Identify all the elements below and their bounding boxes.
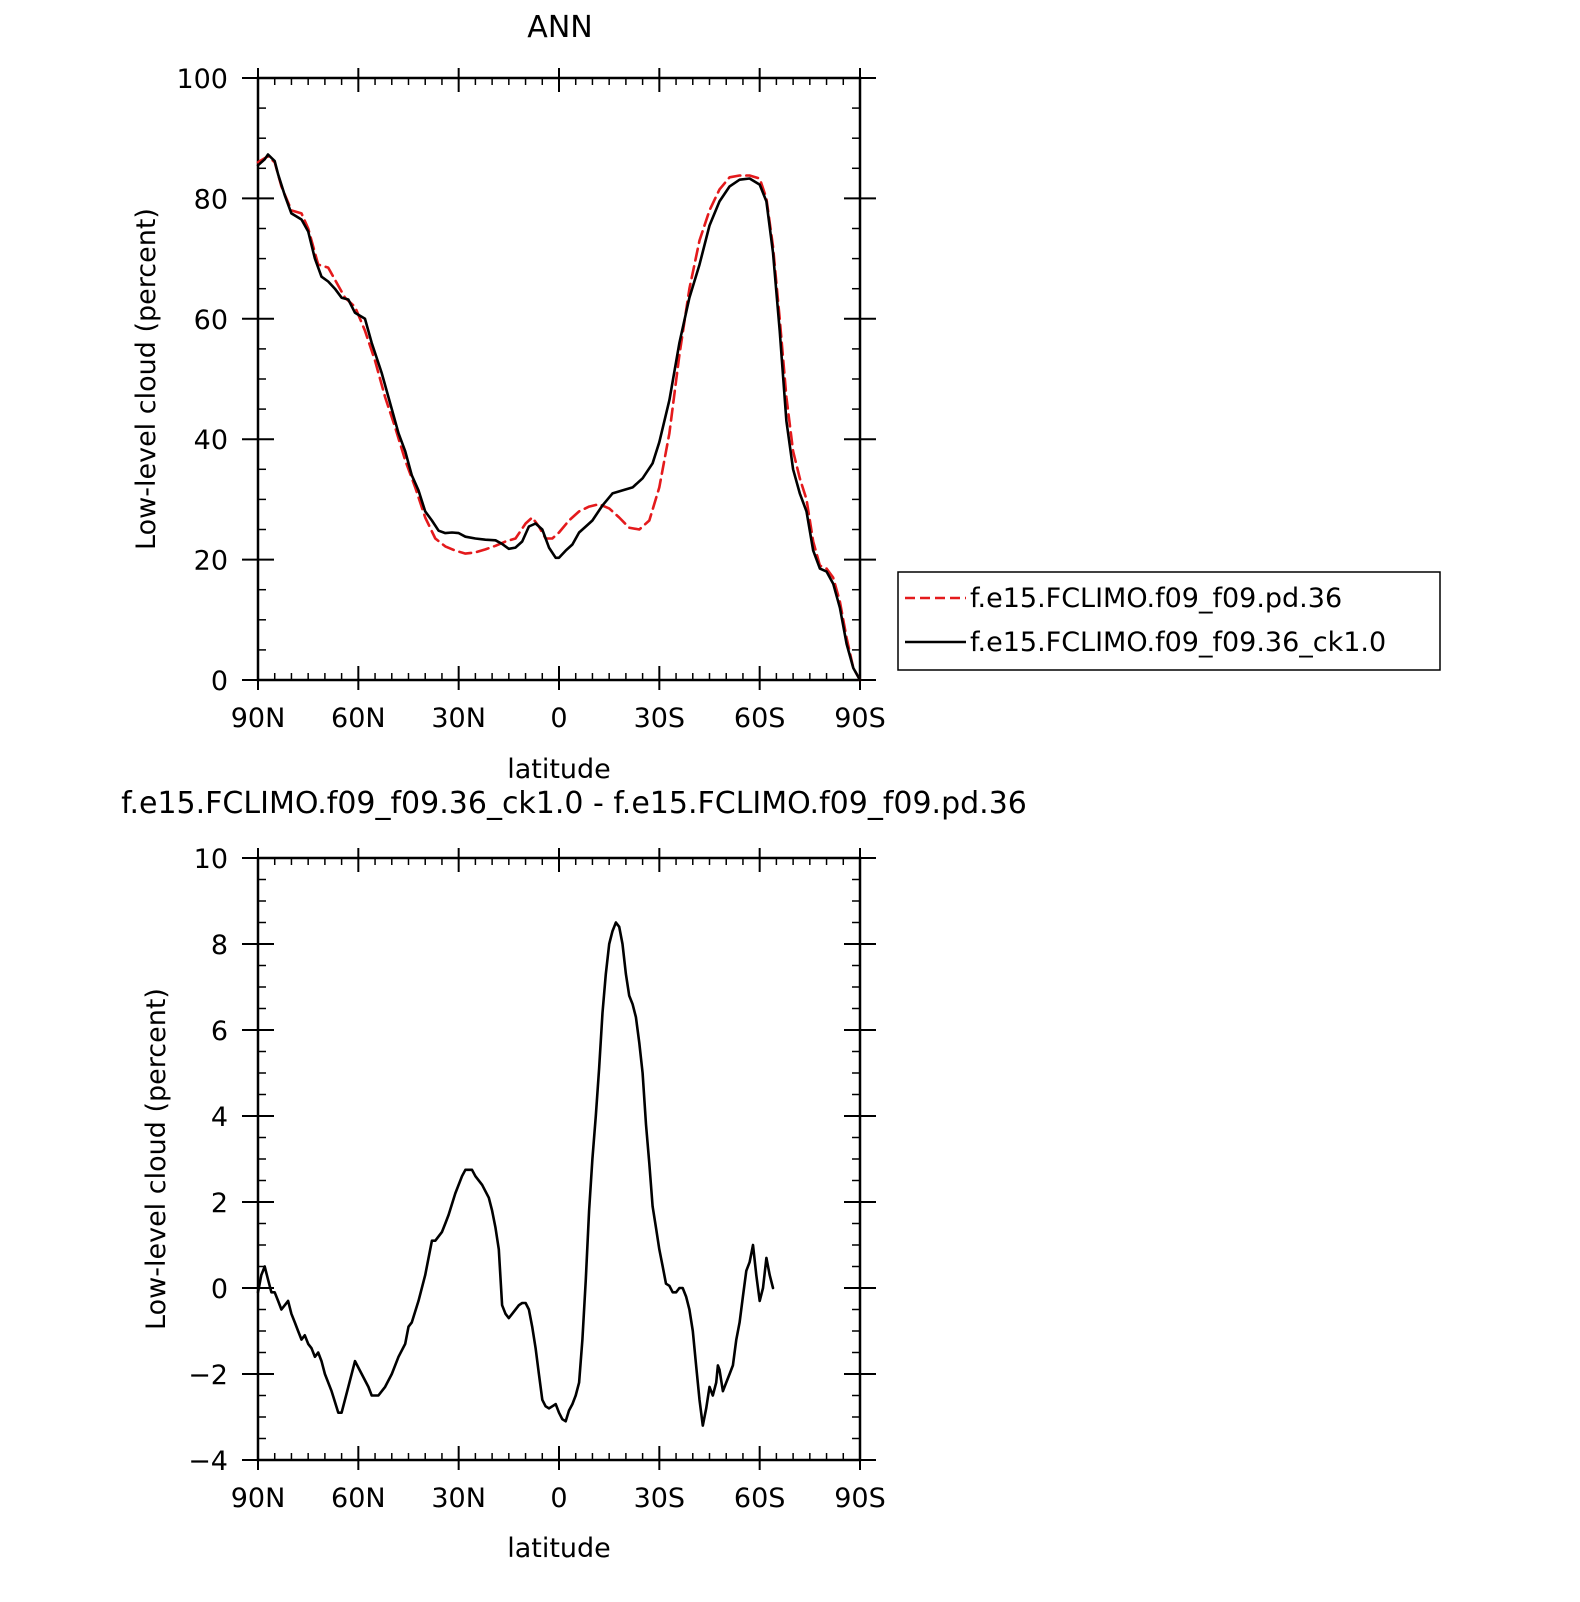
bottom-chart-ticks: 90N 60N 30N 0 30S 60S 90S −4 −2 0 2 4 6 8 10 [188,844,886,1514]
top-chart-title: ANN [527,10,592,45]
top-chart-xlabel: latitude [507,754,611,785]
bottom-chart-xlabel: latitude [507,1533,611,1564]
y-tick-label: 100 [176,64,228,95]
legend-item-2: f.e15.FCLIMO.f09_f09.36_ck1.0 [970,627,1386,658]
top-chart-ylabel: Low-level cloud (percent) [131,208,162,550]
series-line-2 [256,153,862,682]
x-tick-label: 30N [431,1483,486,1514]
y-tick-label: 60 [194,305,228,336]
bottom-chart-title: f.e15.FCLIMO.f09_f09.36_ck1.0 - f.e15.FC… [121,786,1027,821]
legend-box [897,571,1441,671]
legend-item-1: f.e15.FCLIMO.f09_f09.pd.36 [970,583,1342,614]
y-tick-label: −4 [188,1446,228,1477]
x-tick-label: 30S [634,703,686,734]
bottom-chart: f.e15.FCLIMO.f09_f09.36_ck1.0 - f.e15.FC… [121,786,1027,1564]
y-tick-label: 40 [194,425,228,456]
x-tick-label: 30S [634,1483,686,1514]
top-chart: ANN 90N 60N 30N 0 30S 60S 90S 0 20 40 60 80 100 lati… [131,10,1441,785]
x-tick-label: 60N [331,703,386,734]
y-tick-label: 20 [194,546,228,577]
series-line-1 [256,921,775,1427]
x-tick-label: 60N [331,1483,386,1514]
x-tick-label: 30N [431,703,486,734]
y-tick-label: 2 [211,1188,228,1219]
x-tick-label: 0 [550,1483,567,1514]
bottom-chart-plot-frame [256,856,862,1462]
y-tick-label: 0 [211,1274,228,1305]
x-tick-label: 60S [734,703,786,734]
top-chart-legend: f.e15.FCLIMO.f09_f09.pd.36 f.e15.FCLIMO.… [897,571,1441,671]
bottom-chart-ylabel: Low-level cloud (percent) [141,988,172,1330]
top-chart-ticks: 90N 60N 30N 0 30S 60S 90S 0 20 40 60 80 100 [176,64,885,734]
y-tick-label: 80 [194,184,228,215]
x-tick-label: 60S [734,1483,786,1514]
top-chart-series [256,153,862,682]
top-chart-plot-frame [256,76,862,682]
bottom-chart-series [256,921,775,1427]
y-tick-label: 4 [211,1102,228,1133]
y-tick-label: −2 [188,1360,228,1391]
y-tick-label: 6 [211,1016,228,1047]
x-tick-label: 90S [834,1483,886,1514]
x-tick-label: 90N [231,1483,286,1514]
y-tick-label: 0 [211,666,228,697]
x-tick-label: 90S [834,703,886,734]
x-tick-label: 90N [231,703,286,734]
x-tick-label: 0 [550,703,567,734]
y-tick-label: 10 [194,844,228,875]
y-tick-label: 8 [211,930,228,961]
